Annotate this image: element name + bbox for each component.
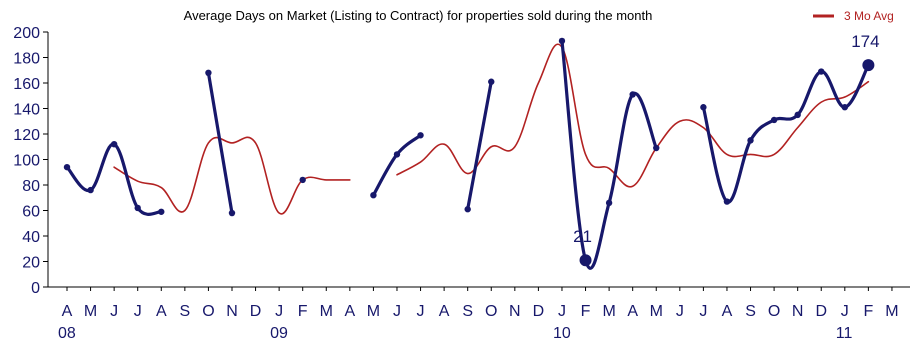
x-tick-label: D [533, 303, 545, 320]
y-tick-label: 140 [13, 102, 40, 119]
main-series-point [700, 104, 707, 111]
x-tick-label: J [134, 303, 142, 320]
legend: 3 Mo Avg [813, 9, 894, 23]
y-axis-ticks: 0 20 40 60 80 100 120 140 160 180 200 [13, 25, 48, 297]
main-series-point [723, 198, 731, 205]
x-tick-label: J [393, 303, 401, 320]
main-series-point [818, 68, 825, 75]
main-series-point [228, 209, 236, 217]
x-tick-label: O [202, 303, 214, 320]
main-series-line [466, 80, 493, 211]
series-days-on-market [63, 37, 872, 270]
x-year-label: 11 [836, 325, 853, 342]
main-series-line [371, 133, 423, 197]
highlight-marker [862, 59, 875, 72]
data-label: 21 [573, 227, 592, 246]
main-series-point [629, 91, 636, 98]
x-tick-label: M [320, 303, 333, 320]
x-tick-label: S [180, 303, 191, 320]
x-tick-label: A [62, 303, 73, 320]
x-tick-label: A [627, 303, 638, 320]
x-tick-label: A [345, 303, 356, 320]
main-series-point [370, 192, 377, 199]
y-tick-label: 180 [13, 51, 40, 68]
y-tick-label: 100 [13, 153, 40, 170]
x-tick-label: J [275, 303, 283, 320]
y-tick-label: 200 [13, 25, 40, 42]
main-series-point [110, 141, 118, 148]
main-series-point [205, 69, 212, 77]
x-tick-label: N [509, 303, 521, 320]
x-tick-label: O [485, 303, 497, 320]
x-tick-label: J [110, 303, 118, 320]
y-tick-label: 0 [31, 280, 40, 297]
y-tick-label: 160 [13, 76, 40, 93]
x-tick-label: N [226, 303, 238, 320]
main-series-point [158, 208, 165, 215]
main-series-point [794, 111, 801, 119]
legend-label-3-mo-avg: 3 Mo Avg [844, 9, 894, 23]
x-tick-label: M [885, 303, 898, 320]
x-tick-label: J [841, 303, 849, 320]
x-tick-label: J [676, 303, 684, 320]
main-series-point [558, 37, 566, 45]
x-tick-label: A [722, 303, 733, 320]
chart-title: Average Days on Market (Listing to Contr… [184, 8, 653, 23]
main-series-point [770, 116, 778, 124]
y-tick-label: 20 [22, 255, 40, 272]
x-tick-label: M [650, 303, 663, 320]
main-series-point [63, 163, 71, 171]
main-series-point [841, 104, 849, 111]
x-tick-label: M [367, 303, 380, 320]
x-tick-label: F [581, 303, 591, 320]
x-tick-label: D [250, 303, 262, 320]
x-tick-label: M [602, 303, 615, 320]
main-series-line [65, 142, 163, 216]
x-tick-label: M [84, 303, 97, 320]
x-tick-label: F [298, 303, 308, 320]
x-tick-label: A [156, 303, 167, 320]
main-series-line [701, 63, 870, 204]
x-tick-label: S [462, 303, 473, 320]
main-series-point [299, 176, 306, 184]
main-series-point [87, 186, 94, 194]
data-labels: 21 174 [573, 32, 880, 267]
x-tick-label: D [815, 303, 827, 320]
x-tick-label: F [863, 303, 873, 320]
y-tick-label: 80 [22, 178, 40, 195]
main-series-point [488, 78, 495, 85]
x-tick-label: J [417, 303, 425, 320]
y-tick-label: 120 [13, 127, 40, 144]
main-series-point [747, 137, 754, 144]
x-tick-label: J [699, 303, 707, 320]
avg-series-line [113, 136, 351, 215]
x-tick-label: O [768, 303, 780, 320]
x-tick-label: N [792, 303, 804, 320]
x-axis-ticks: A M J J A S O N D J F M A M J J A S O N D J F M A M J J A S O N D J F M08 09… [58, 287, 899, 342]
main-series-point [464, 206, 471, 213]
main-series-point [393, 151, 401, 158]
x-tick-label: J [558, 303, 566, 320]
x-tick-label: A [439, 303, 450, 320]
x-year-label: 08 [58, 325, 76, 342]
y-tick-label: 40 [22, 229, 40, 246]
y-tick-label: 60 [22, 204, 40, 221]
main-series-line [206, 71, 234, 215]
main-series-point [653, 144, 660, 152]
main-series-point [605, 199, 613, 207]
data-label: 174 [851, 32, 879, 51]
main-series-point [417, 132, 424, 139]
main-series-point [134, 204, 141, 212]
x-year-label: 09 [270, 325, 288, 342]
x-tick-label: S [745, 303, 756, 320]
x-year-label: 10 [553, 325, 571, 342]
highlight-marker [579, 254, 592, 267]
